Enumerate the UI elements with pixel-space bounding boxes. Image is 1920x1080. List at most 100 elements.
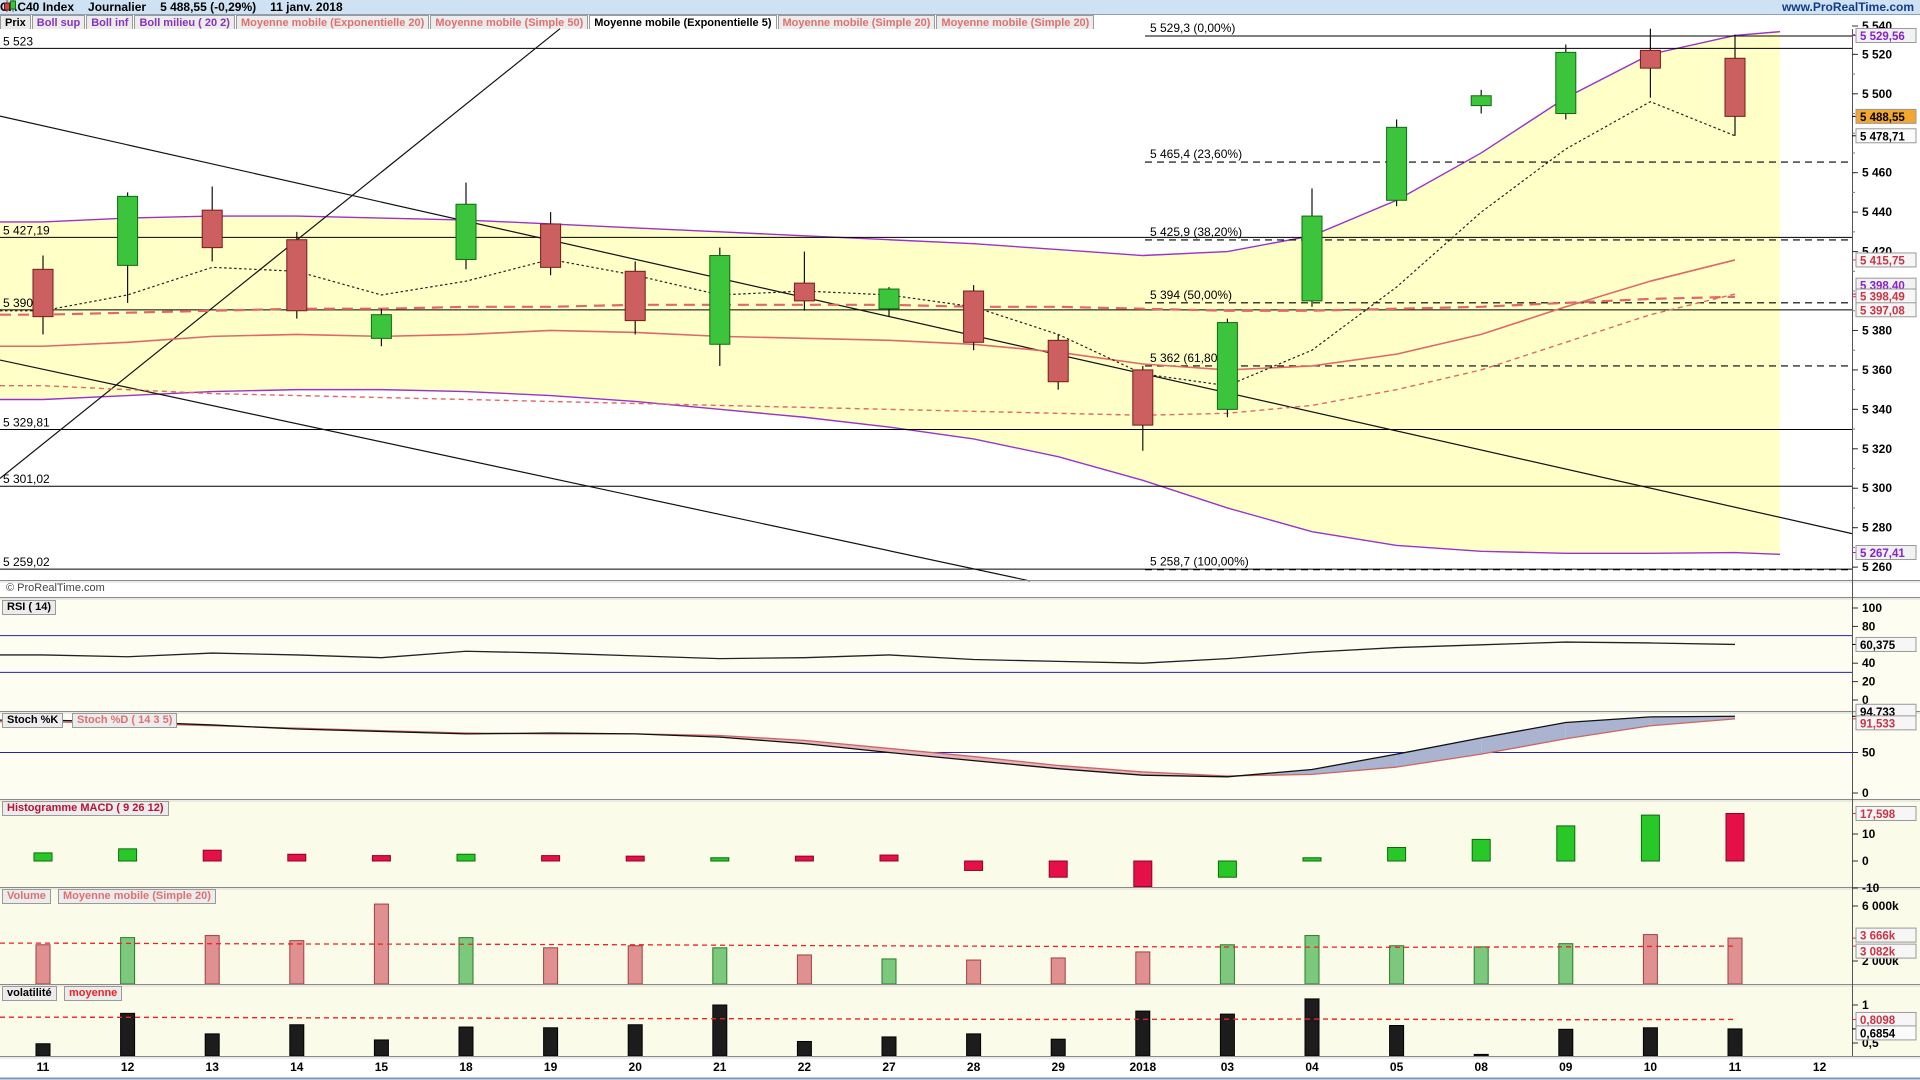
volume-bar [627,945,643,985]
bollinger-upper-line [0,30,1781,257]
axis-badge-label: 5 488,55 [1860,112,1905,124]
volatility-bar [1473,1053,1489,1057]
legend-item[interactable]: Boll milieu ( 20 2) [134,15,235,30]
axis-badge-label: 3 666k [1860,931,1896,943]
volatility-bar [120,1012,136,1057]
legend-item[interactable]: Prix [0,15,31,30]
volatility-bar [1389,1025,1405,1057]
legend-item[interactable]: Moyenne mobile (Simple 20) [936,15,1095,30]
x-axis-label: 11 [37,1060,50,1074]
axis-badge-label: 60,375 [1860,640,1896,652]
candle-body [963,290,985,343]
candle-body [793,282,815,302]
volume-bar [712,947,728,985]
level-price-label: 5 301,02 [3,472,50,486]
indicator-legend: Prix Boll sup Boll inf Boll milieu ( 20 2) M… [0,15,1920,30]
level-price-label: 5 329,81 [3,415,50,429]
macd-bar [1471,838,1491,862]
axis-badge-label: 5 397,08 [1860,305,1905,317]
volume-label[interactable]: Volume [2,889,51,904]
mm_simple20-line [0,293,1736,416]
x-axis-label: 15 [375,1060,389,1074]
volume-bar [120,937,136,985]
legend-item[interactable]: Moyenne mobile (Exponentielle 20) [235,15,430,30]
stoch-fill [1396,737,1482,768]
stoch-fill [1312,754,1397,775]
macd-bar [964,860,984,871]
stoch-d-label[interactable]: Stoch %D ( 14 3 5) [72,713,178,728]
axis-tick-label: 5 260 [1862,560,1892,574]
mm_exp20-line [0,259,1736,371]
volume-ma-label[interactable]: Moyenne mobile (Simple 20) [58,889,216,904]
axis-badge-label: 5 478,71 [1860,131,1905,143]
axis-tick-label: 5 440 [1862,205,1892,219]
candlestick-icon [4,0,16,12]
macd-bar [371,855,391,862]
prorealtime-link[interactable]: www.ProRealTime.com [1781,0,1914,14]
axis-badge-label: 5 398,49 [1860,291,1905,303]
fib-level-label: 5 465,4 (23,60%) [1150,147,1242,161]
instrument-name: CAC40 Index [0,0,75,14]
macd-bar [1387,847,1407,862]
axis-tick-label: 100 [1862,601,1882,615]
volume-bar [1558,943,1574,985]
fib-level-label: 5 394 (50,00%) [1150,288,1232,302]
legend-item[interactable]: Boll inf [86,15,134,30]
stoch-fill [973,756,1059,769]
fib-level-label: 5 258,7 (100,00%) [1150,555,1249,569]
copyright-text: © ProRealTime.com [6,582,105,594]
volatility-avg-line [0,1016,1736,1021]
axis-tick-label: 10 [1862,827,1876,841]
volatility-bar [1727,1028,1743,1057]
volatility-label[interactable]: volatilité [2,986,57,1001]
xaxis-strip [0,1056,1920,1080]
volatility-bar [204,1033,220,1057]
timeframe[interactable]: Journalier [88,0,147,14]
x-axis-label: 05 [1390,1060,1404,1074]
x-axis-label: 10 [1644,1060,1658,1074]
candle-body [1470,95,1492,107]
candle-body [540,223,562,268]
axis-tick-label: -10 [1862,881,1880,895]
volatility-bar [35,1043,51,1057]
volatility-avg-label[interactable]: moyenne [64,986,123,1001]
macd-bar [625,855,645,862]
level-price-label: 5 523 [3,34,33,48]
macd-bar [118,848,138,862]
axis-tick-label: 5 460 [1862,166,1892,180]
copyright-strip [0,581,1920,597]
macd-bar [710,857,730,862]
stoch-k-label[interactable]: Stoch %K [2,713,64,728]
candle-body [286,239,308,312]
candle-body [878,288,900,310]
macd-label[interactable]: Histogramme MACD ( 9 26 12) [2,801,169,816]
candle-body [1301,215,1323,302]
axis-tick-label: 1 [1862,998,1869,1012]
macd-panel-bg [0,800,1920,887]
x-axis-label: 03 [1221,1060,1235,1074]
x-axis-label: 11 [1729,1060,1742,1074]
rsi-panel-bg [0,598,1920,711]
axis-tick-label: 5 380 [1862,323,1892,337]
volume-bar [543,947,559,985]
candle-body [1724,57,1746,117]
legend-item[interactable]: Moyenne mobile (Simple 20) [777,15,936,30]
volume-bar [966,959,982,985]
axis-badge-label: 17,598 [1860,809,1896,821]
axis-badge-label: 0,6854 [1860,1028,1896,1040]
x-axis-label: 04 [1305,1060,1319,1074]
axis-tick-label: 80 [1862,619,1876,633]
candle-body [117,195,139,266]
axis-badge [1855,302,1917,318]
axis-tick-label: 5 520 [1862,47,1892,61]
macd-bar [1556,825,1576,862]
volume-bar [881,958,897,985]
axis-badge-label: 91,533 [1860,718,1895,730]
volatility-bar [1558,1028,1574,1057]
rsi-label[interactable]: RSI ( 14) [2,600,57,615]
macd-bar [794,855,814,862]
stoch-fill [1481,722,1566,755]
x-axis-label: 22 [798,1060,812,1074]
